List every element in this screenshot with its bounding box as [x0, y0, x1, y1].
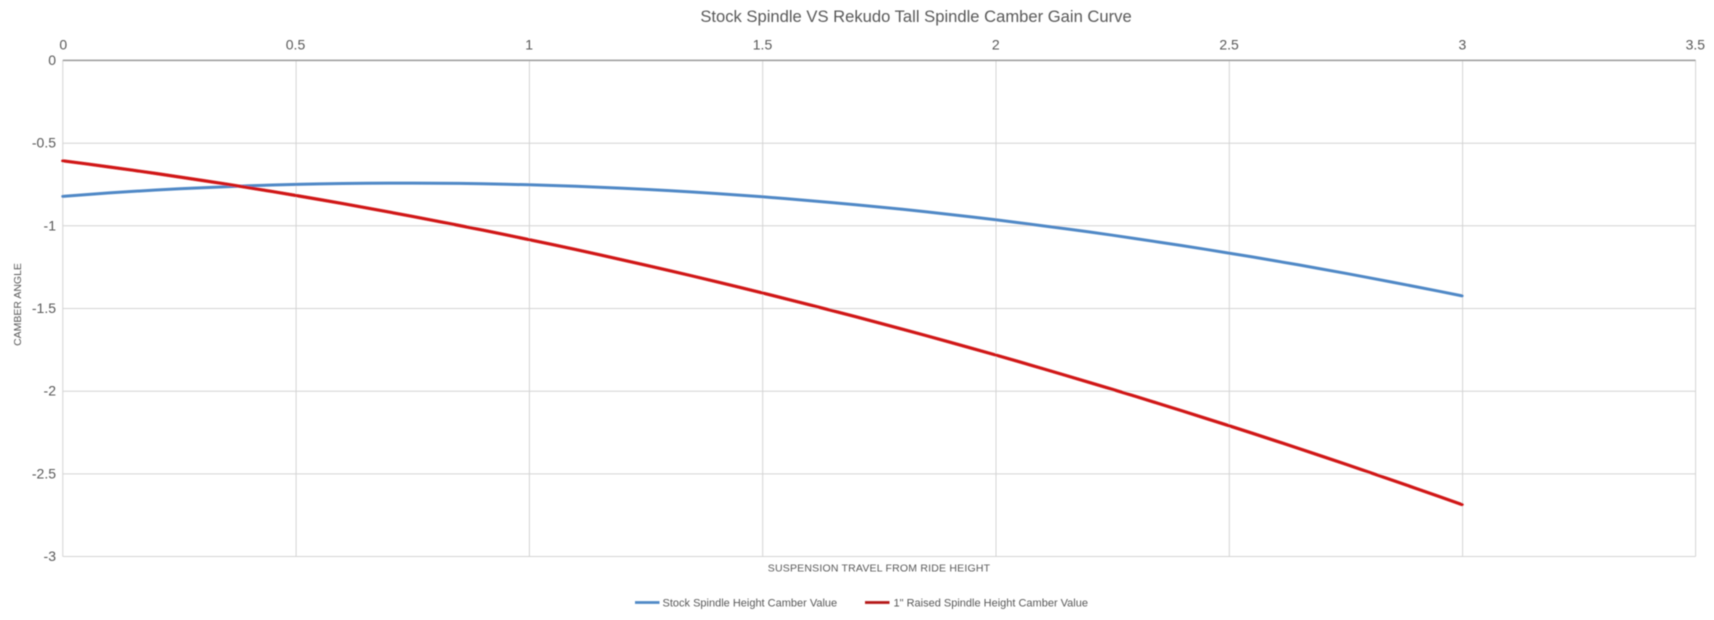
- svg-text:CAMBER ANGLE: CAMBER ANGLE: [12, 263, 24, 346]
- svg-text:-3: -3: [44, 548, 57, 564]
- svg-text:3: 3: [1459, 37, 1467, 53]
- svg-text:1: 1: [525, 37, 533, 53]
- svg-text:-1: -1: [44, 217, 57, 233]
- svg-text:0: 0: [48, 52, 56, 68]
- svg-text:2: 2: [992, 37, 1000, 53]
- svg-text:Stock Spindle VS Rekudo Tall S: Stock Spindle VS Rekudo Tall Spindle Cam…: [700, 7, 1131, 26]
- svg-text:-0.5: -0.5: [32, 135, 56, 151]
- svg-text:Stock Spindle Height Camber Va: Stock Spindle Height Camber Value: [663, 598, 838, 610]
- svg-text:-2: -2: [44, 383, 57, 399]
- svg-text:1" Raised Spindle Height Cambe: 1" Raised Spindle Height Camber Value: [894, 598, 1088, 610]
- svg-text:-2.5: -2.5: [32, 465, 56, 481]
- svg-text:1.5: 1.5: [753, 37, 773, 53]
- svg-text:3.5: 3.5: [1686, 37, 1706, 53]
- svg-text:0.5: 0.5: [286, 37, 306, 53]
- svg-text:SUSPENSION TRAVEL FROM RIDE HE: SUSPENSION TRAVEL FROM RIDE HEIGHT: [768, 563, 991, 575]
- svg-text:0: 0: [59, 37, 67, 53]
- svg-text:2.5: 2.5: [1219, 37, 1239, 53]
- svg-text:-1.5: -1.5: [32, 300, 56, 316]
